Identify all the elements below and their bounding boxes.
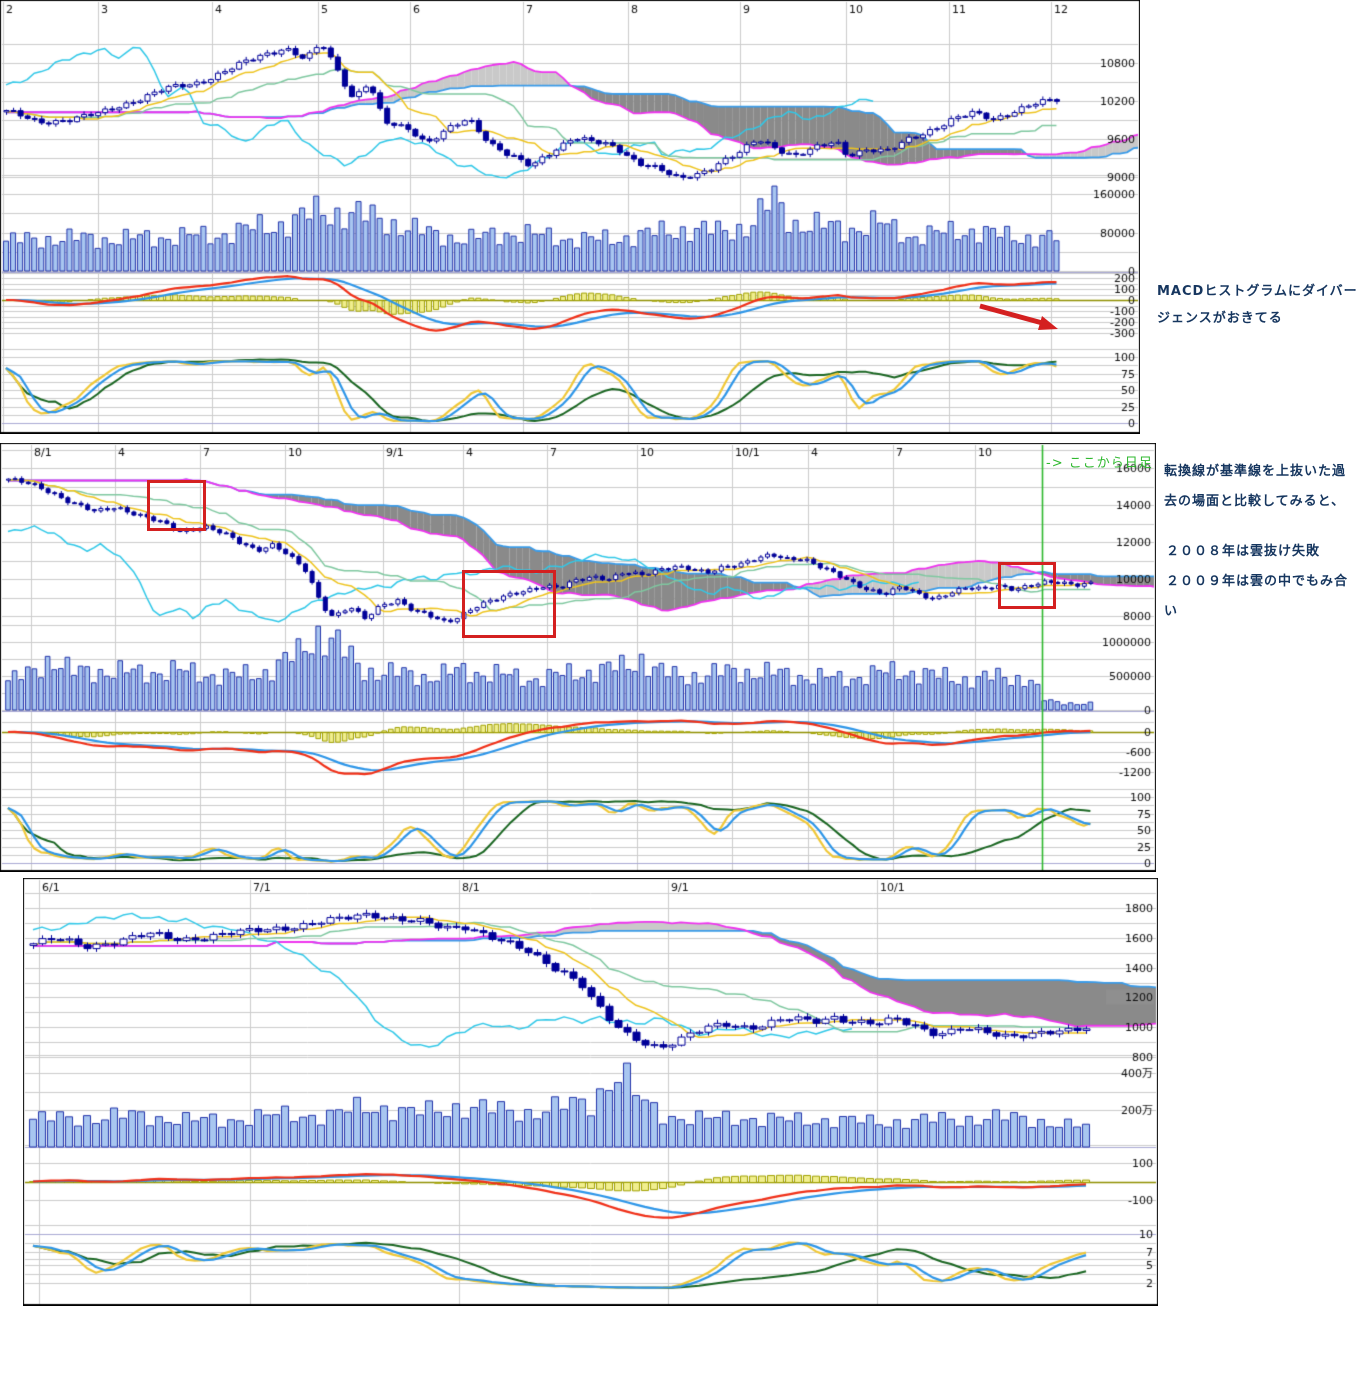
note-macd-divergence-line2: ジェンスがおきてる	[1157, 311, 1283, 326]
note-comparison-line1: 転換線が基準線を上抜いた過	[1164, 464, 1347, 479]
note-comparison-line5: い	[1164, 604, 1179, 619]
stock-daily-chart-canvas	[23, 878, 1158, 1306]
daily-from-here-label: -> ここから日足	[1046, 456, 1153, 471]
highlight-box	[462, 570, 556, 638]
divergence-arrow-icon	[979, 303, 1058, 330]
daily-chart-canvas	[0, 0, 1140, 434]
highlight-box	[998, 562, 1056, 609]
note-macd-divergence-line1: MACDヒストグラムにダイバー	[1157, 284, 1358, 299]
note-comparison-line3: ２００８年は雲抜け失敗	[1166, 544, 1321, 559]
weekly-chart-canvas	[0, 443, 1156, 872]
note-comparison-line4: ２００９年は雲の中でもみ合	[1166, 574, 1349, 589]
highlight-box	[147, 480, 206, 531]
note-comparison-line2: 去の場面と比較してみると、	[1164, 494, 1346, 509]
